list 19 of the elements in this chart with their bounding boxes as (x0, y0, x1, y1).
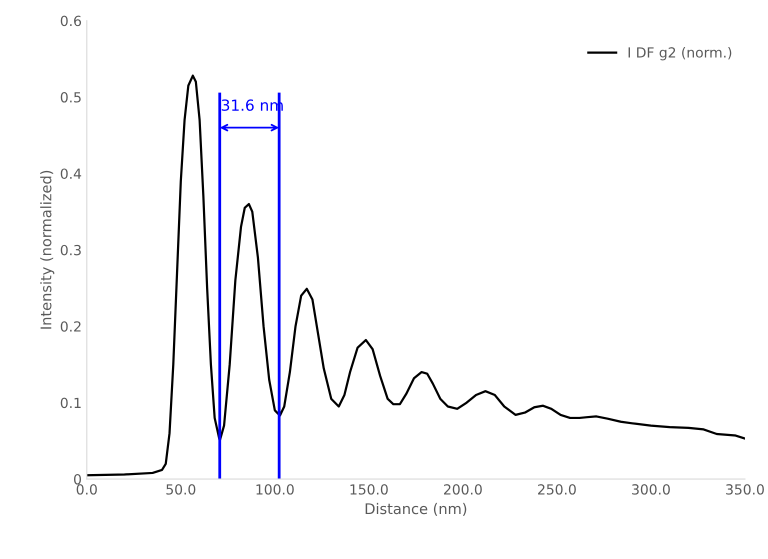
x-tick-label: 200.0 (444, 484, 482, 495)
legend-label: I DF g2 (norm.) (628, 46, 732, 60)
y-axis-title: Intensity (normalized) (40, 170, 54, 329)
x-tick-label: 350.0 (726, 484, 764, 495)
y-tick-label: 0.3 (60, 244, 81, 256)
x-tick-label: 150.0 (350, 484, 388, 495)
y-tick-label: 0.2 (60, 321, 81, 332)
line-series (86, 74, 745, 476)
x-axis-title: Distance (nm) (366, 502, 466, 516)
x-tick-label: 300.0 (632, 484, 670, 495)
y-tick-label: 0.4 (60, 168, 82, 179)
x-tick-label: 0.0 (76, 484, 97, 495)
y-tick-label: 0.1 (60, 398, 81, 408)
y-tick-label: 0.6 (60, 16, 82, 26)
y-tick-label: 0 (74, 474, 81, 485)
x-tick-label: 50.0 (166, 484, 196, 495)
x-tick-label: 100.0 (256, 484, 294, 495)
y-tick-label: 0.5 (60, 92, 81, 103)
x-tick-label: 250.0 (538, 484, 576, 495)
